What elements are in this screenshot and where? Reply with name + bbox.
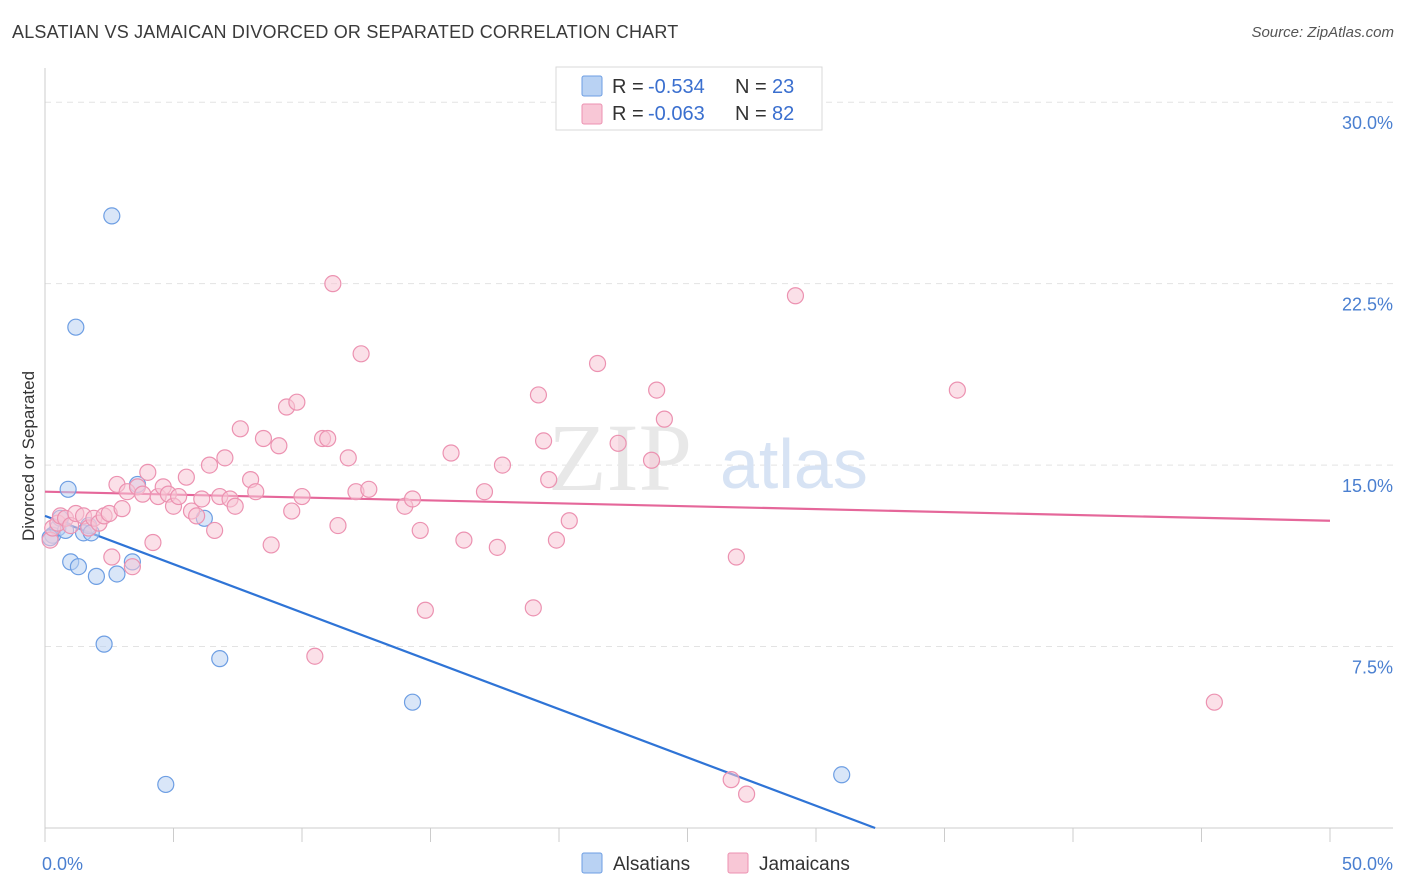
jamaican-point — [193, 490, 211, 508]
y-tick-label: 15.0% — [1342, 476, 1393, 496]
source-label: Source: ZipAtlas.com — [1251, 24, 1394, 41]
alsatian-point — [103, 207, 121, 225]
jamaican-point — [1205, 693, 1223, 711]
jamaican-point — [216, 449, 234, 467]
jamaican-point — [403, 490, 422, 508]
jamaican-point — [738, 785, 756, 803]
jamaican-point — [642, 451, 661, 469]
jamaican-point — [103, 548, 121, 566]
jamaican-point — [416, 601, 434, 619]
jamaican-point — [288, 393, 306, 411]
legend-box: R = -0.534 N = 23 R = -0.063 N = 82 — [555, 66, 823, 131]
jamaican-point — [547, 531, 566, 549]
jamaican-point — [360, 480, 378, 498]
bottom-legend-swatch-alsatians — [581, 852, 603, 874]
jamaican-point — [188, 507, 206, 525]
jamaican-point — [247, 483, 265, 501]
jamaican-point — [722, 771, 740, 789]
legend-r-label-2: R = — [612, 103, 644, 125]
alsatian-point — [95, 635, 113, 653]
jamaican-points — [41, 275, 1223, 803]
alsatian-point — [59, 480, 77, 498]
alsatian-point — [69, 558, 88, 576]
alsatian-point — [157, 775, 175, 794]
y-axis-label: Divorced or Separated — [19, 371, 38, 541]
bottom-legend: Alsatians Jamaicans — [581, 852, 850, 875]
alsatian-point — [108, 565, 126, 583]
jamaican-point — [540, 471, 558, 489]
bottom-legend-swatch-jamaicans — [727, 852, 749, 874]
jamaican-point — [560, 512, 578, 530]
legend-n-label-2: N = — [735, 103, 767, 125]
jamaican-point — [134, 485, 152, 503]
x-tick-label-left: 0.0% — [42, 854, 83, 874]
y-tick-label: 7.5% — [1352, 658, 1393, 678]
legend-r-value-2: -0.063 — [648, 103, 705, 125]
jamaican-point — [206, 521, 224, 540]
jamaican-point — [609, 434, 627, 452]
jamaican-point — [588, 354, 607, 373]
jamaican-point — [113, 500, 131, 518]
jamaican-point — [283, 502, 301, 520]
y-tick-label: 22.5% — [1342, 295, 1393, 315]
y-tick-label: 30.0% — [1342, 113, 1393, 133]
jamaican-point — [139, 463, 157, 481]
grid-lines — [45, 101, 1393, 648]
jamaican-point — [786, 287, 805, 305]
jamaican-point — [254, 429, 273, 448]
jamaican-point — [306, 647, 324, 665]
chart-title: ALSATIAN VS JAMAICAN DIVORCED OR SEPARAT… — [12, 22, 679, 42]
watermark-atlas: atlas — [720, 425, 868, 503]
jamaican-point — [339, 449, 357, 467]
legend-n-label-1: N = — [735, 76, 767, 98]
jamaican-point — [455, 531, 473, 549]
x-tick-label-right: 50.0% — [1342, 854, 1393, 874]
jamaican-point — [352, 345, 370, 363]
jamaican-point — [727, 548, 745, 566]
alsatian-point — [833, 766, 851, 784]
jamaican-point — [529, 386, 548, 404]
jamaican-point — [329, 516, 347, 535]
jamaican-point — [524, 599, 542, 617]
jamaican-point — [270, 437, 288, 455]
legend-swatch-alsatians — [581, 75, 603, 97]
jamaican-point — [177, 468, 195, 486]
jamaican-point — [648, 381, 666, 399]
legend-swatch-jamaicans — [581, 103, 603, 125]
alsatian-point — [87, 567, 106, 585]
alsatian-point — [211, 650, 229, 668]
jamaican-point — [324, 275, 342, 293]
bottom-legend-jamaicans: Jamaicans — [759, 854, 850, 875]
jamaican-point — [475, 483, 494, 501]
legend-n-value-2: 82 — [772, 103, 794, 125]
y-tick-labels: 7.5% 15.0% 22.5% 30.0% — [1342, 113, 1393, 677]
jamaican-point — [144, 533, 162, 552]
legend-r-label-1: R = — [612, 76, 644, 98]
jamaican-point — [170, 487, 188, 506]
jamaican-point — [442, 444, 460, 462]
jamaican-point — [655, 410, 673, 428]
jamaican-point — [493, 456, 512, 474]
alsatian-point — [403, 693, 422, 711]
axes — [44, 68, 1393, 842]
legend-r-value-1: -0.534 — [648, 76, 705, 98]
jamaican-point — [226, 497, 244, 515]
legend-n-value-1: 23 — [772, 76, 794, 98]
jamaican-point — [293, 487, 311, 506]
bottom-legend-alsatians: Alsatians — [613, 854, 690, 875]
jamaican-point — [262, 536, 280, 554]
jamaican-point — [411, 521, 429, 540]
jamaican-point — [948, 381, 966, 399]
jamaican-point — [200, 456, 219, 474]
alsatian-point — [67, 318, 85, 336]
jamaican-point — [488, 538, 506, 556]
jamaican-point — [319, 429, 337, 448]
jamaican-point — [123, 558, 141, 576]
jamaican-point — [231, 420, 249, 438]
jamaican-point — [534, 432, 553, 450]
trend-lines — [44, 490, 1331, 830]
